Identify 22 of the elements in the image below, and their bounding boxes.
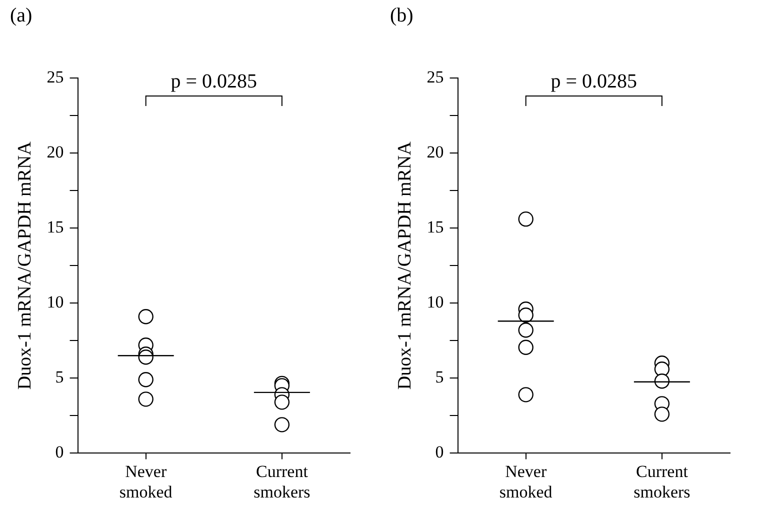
y-tick-label: 20 [426, 142, 444, 162]
annotation: p = 0.0285 [170, 70, 258, 92]
x-tick-label: Never smoked [499, 462, 553, 502]
y-tick-label: 20 [46, 142, 64, 162]
x-tick-label: Never smoked [119, 462, 173, 502]
y-tick-label: 10 [46, 292, 64, 312]
y-tick-label: 15 [46, 218, 64, 237]
y-tick-label: 5 [435, 368, 444, 387]
chart-title: (b) [390, 4, 414, 26]
x-tick-label: Current smokers [634, 462, 690, 502]
y-tick-label: 5 [55, 368, 64, 387]
chart-title: (a) [10, 4, 32, 26]
y-tick-label: 0 [55, 442, 64, 462]
y-tick-label: 25 [46, 67, 64, 86]
x-tick-label: Current smokers [254, 462, 310, 502]
y-axis-title: Duox-1 mRNA/GAPDH mRNA [14, 141, 36, 390]
annotation: p = 0.0285 [550, 70, 638, 92]
y-axis-title: Duox-1 mRNA/GAPDH mRNA [394, 141, 416, 390]
y-tick-label: 10 [426, 292, 444, 312]
y-tick-label: 15 [426, 218, 444, 237]
y-tick-label: 0 [435, 442, 444, 462]
y-tick-label: 25 [426, 67, 444, 86]
